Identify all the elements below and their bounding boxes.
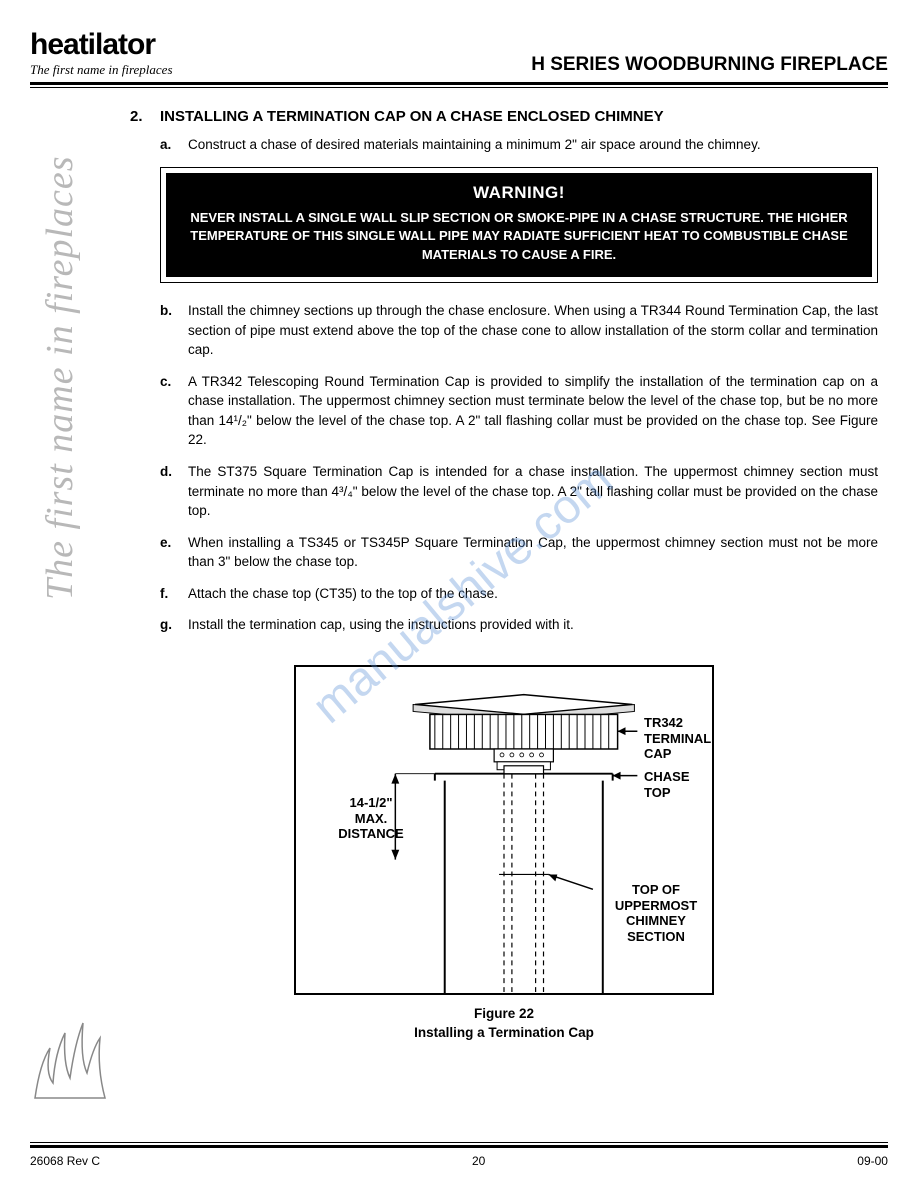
- page-header: heatilator The first name in fireplaces …: [30, 30, 888, 78]
- section-heading: 2. INSTALLING A TERMINATION CAP ON A CHA…: [130, 108, 878, 125]
- figure-label-top: TOP OF UPPERMOST CHIMNEY SECTION: [606, 882, 706, 944]
- warning-box: WARNING! NEVER INSTALL A SINGLE WALL SLI…: [166, 173, 872, 278]
- list-item: f. Attach the chase top (CT35) to the to…: [160, 584, 878, 604]
- footer-left: 26068 Rev C: [30, 1154, 100, 1168]
- figure-label-chase: CHASE TOP: [644, 769, 712, 800]
- brand-tagline: The first name in fireplaces: [30, 62, 173, 78]
- instruction-list-cont: b. Install the chimney sections up throu…: [160, 301, 878, 635]
- brand-logo: heatilator: [30, 30, 173, 60]
- item-text: When installing a TS345 or TS345P Square…: [188, 533, 878, 572]
- page-footer: 26068 Rev C 20 09-00: [30, 1142, 888, 1168]
- item-letter: g.: [160, 615, 188, 635]
- list-item: c. A TR342 Telescoping Round Termination…: [160, 372, 878, 450]
- list-item: d. The ST375 Square Termination Cap is i…: [160, 462, 878, 521]
- item-text: Construct a chase of desired materials m…: [188, 135, 878, 155]
- item-text: A TR342 Telescoping Round Termination Ca…: [188, 372, 878, 450]
- figure-label-cap: TR342 TERMINAL CAP: [644, 715, 712, 762]
- instruction-list: a. Construct a chase of desired material…: [160, 135, 878, 155]
- list-item: g. Install the termination cap, using th…: [160, 615, 878, 635]
- section-title: INSTALLING A TERMINATION CAP ON A CHASE …: [160, 108, 664, 125]
- item-letter: e.: [160, 533, 188, 572]
- figure-wrapper: TR342 TERMINAL CAP CHASE TOP 14-1/2" MAX…: [294, 665, 714, 1043]
- figure-caption-line2: Installing a Termination Cap: [414, 1025, 594, 1040]
- warning-box-outer: WARNING! NEVER INSTALL A SINGLE WALL SLI…: [160, 167, 878, 284]
- figure-caption-line1: Figure 22: [474, 1006, 534, 1021]
- list-item: a. Construct a chase of desired material…: [160, 135, 878, 155]
- item-letter: f.: [160, 584, 188, 604]
- item-letter: b.: [160, 301, 188, 360]
- header-rule-thick: [30, 82, 888, 85]
- item-text: Install the chimney sections up through …: [188, 301, 878, 360]
- item-letter: d.: [160, 462, 188, 521]
- list-item: b. Install the chimney sections up throu…: [160, 301, 878, 360]
- footer-right: 09-00: [857, 1154, 888, 1168]
- side-artwork: The first name in fireplaces: [30, 108, 110, 1043]
- side-vertical-text: The first name in fireplaces: [38, 155, 82, 600]
- figure-caption: Figure 22 Installing a Termination Cap: [294, 1005, 714, 1043]
- footer-center: 20: [472, 1154, 485, 1168]
- brand-block: heatilator The first name in fireplaces: [30, 30, 173, 78]
- item-letter: a.: [160, 135, 188, 155]
- header-rule-thin: [30, 87, 888, 88]
- warning-body: NEVER INSTALL A SINGLE WALL SLIP SECTION…: [184, 209, 854, 266]
- warning-title: WARNING!: [184, 183, 854, 203]
- item-letter: c.: [160, 372, 188, 450]
- flame-icon: [25, 1003, 115, 1103]
- footer-rule-thin: [30, 1142, 888, 1143]
- item-text: The ST375 Square Termination Cap is inte…: [188, 462, 878, 521]
- item-text: Install the termination cap, using the i…: [188, 615, 878, 635]
- section-number: 2.: [130, 108, 160, 125]
- list-item: e. When installing a TS345 or TS345P Squ…: [160, 533, 878, 572]
- figure-22-diagram: TR342 TERMINAL CAP CHASE TOP 14-1/2" MAX…: [294, 665, 714, 995]
- main-content: 2. INSTALLING A TERMINATION CAP ON A CHA…: [110, 108, 888, 1043]
- footer-rule-thick: [30, 1145, 888, 1148]
- document-title: H SERIES WOODBURNING FIREPLACE: [531, 54, 888, 78]
- item-text: Attach the chase top (CT35) to the top o…: [188, 584, 878, 604]
- figure-label-distance: 14-1/2" MAX. DISTANCE: [336, 795, 406, 842]
